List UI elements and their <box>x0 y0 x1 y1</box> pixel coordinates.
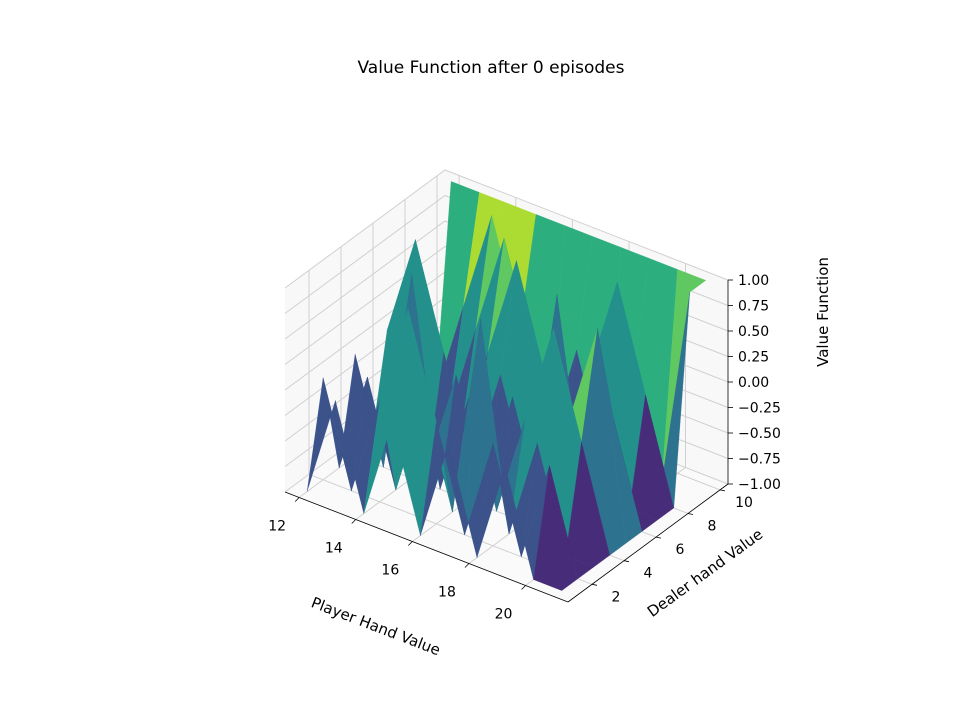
y-tick-mark <box>719 489 726 492</box>
tick-labels: 12 14 16 18 20 2 4 6 8 10 −1.00 −0.75 −0.50 −0.25 0.00… <box>268 273 781 623</box>
z-tick-label: 0.50 <box>738 324 769 340</box>
x-tick-mark <box>464 563 470 568</box>
x-tick-label: 20 <box>495 607 513 623</box>
y-tick-label: 10 <box>735 495 753 511</box>
chart-title: Value Function after 0 episodes <box>358 58 625 78</box>
surface-face <box>533 465 578 591</box>
z-axis-label: Value Function <box>814 257 832 367</box>
y-tick-mark <box>623 560 630 563</box>
y-tick-label: 4 <box>644 566 653 582</box>
y-tick-mark <box>655 536 662 539</box>
x-tick-label: 18 <box>438 585 456 601</box>
y-tick-label: 8 <box>708 519 717 535</box>
x-tick-label: 14 <box>325 541 343 557</box>
x-tick-mark <box>521 585 526 590</box>
y-tick-mark <box>591 583 598 586</box>
y-tick-label: 6 <box>676 542 685 558</box>
grid-line-z <box>284 169 729 289</box>
x-axis-label: Player Hand Value <box>309 593 443 659</box>
x-tick-mark <box>294 497 300 502</box>
x-axis-line <box>284 491 569 603</box>
y-tick-label: 2 <box>612 589 621 605</box>
z-tick-label: −0.50 <box>738 426 781 442</box>
y-axis-label: Dealer hand Value <box>644 525 766 621</box>
z-tick-label: −1.00 <box>738 477 781 493</box>
z-tick-label: 0.75 <box>738 299 769 315</box>
z-tick-label: 0.25 <box>738 350 769 366</box>
x-tick-mark <box>351 519 357 524</box>
y-axis-line <box>567 483 729 603</box>
y-tick-mark <box>687 513 694 515</box>
x-tick-label: 16 <box>381 563 399 579</box>
x-tick-mark <box>408 541 413 546</box>
z-tick-label: 1.00 <box>738 273 769 289</box>
z-tick-label: 0.00 <box>738 375 769 391</box>
surface-mesh <box>306 181 707 591</box>
z-tick-label: −0.75 <box>738 452 781 468</box>
x-tick-label: 12 <box>268 519 286 535</box>
z-tick-label: −0.25 <box>738 401 781 417</box>
